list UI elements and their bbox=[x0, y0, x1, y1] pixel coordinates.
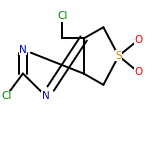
Text: Cl: Cl bbox=[1, 91, 11, 101]
Text: N: N bbox=[19, 45, 27, 55]
Text: S: S bbox=[115, 51, 122, 61]
Text: O: O bbox=[134, 35, 142, 45]
Text: Cl: Cl bbox=[57, 11, 68, 21]
Text: N: N bbox=[42, 91, 50, 101]
Text: O: O bbox=[134, 67, 142, 77]
